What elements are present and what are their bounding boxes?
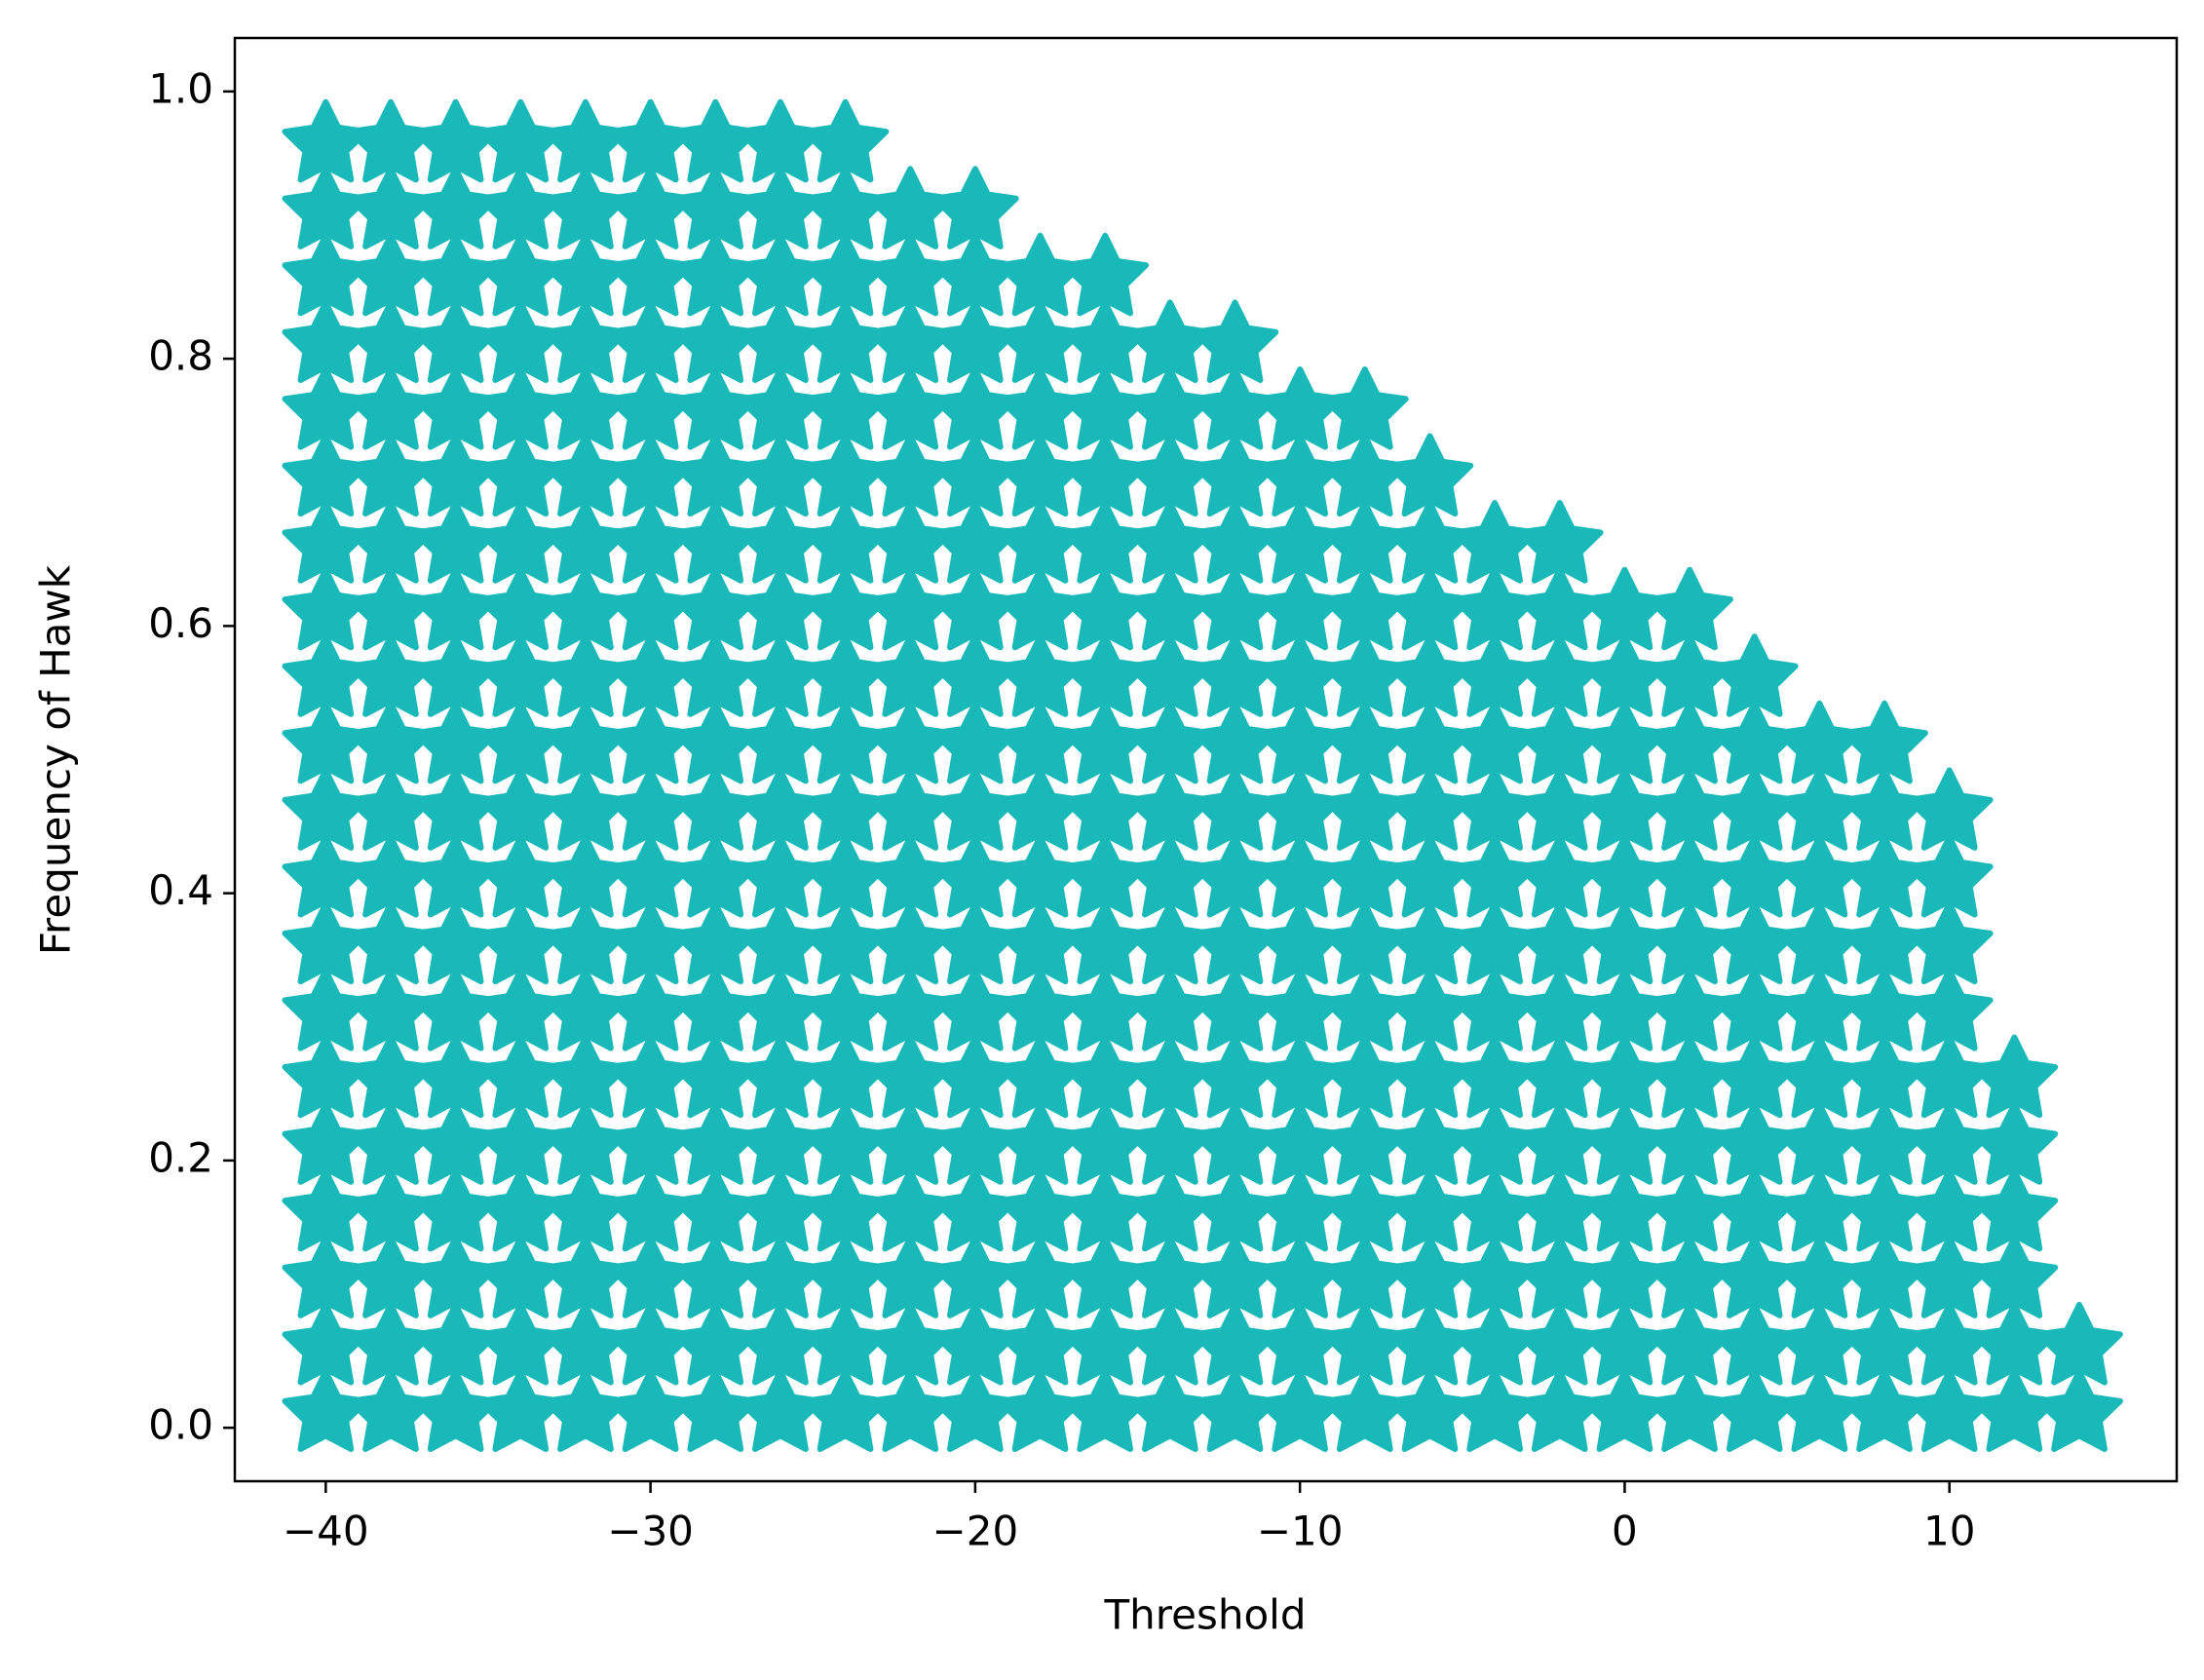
point bbox=[1905, 833, 1994, 918]
y-tick-label: 1.0 bbox=[148, 64, 213, 112]
y-tick-label: 0.2 bbox=[148, 1133, 213, 1181]
y-tick-label: 0.8 bbox=[148, 332, 213, 380]
x-tick-label: −20 bbox=[932, 1508, 1019, 1555]
point bbox=[2035, 1301, 2123, 1386]
axes-frame bbox=[233, 36, 2179, 1483]
point bbox=[2035, 1368, 2123, 1452]
point bbox=[1646, 566, 1733, 651]
point bbox=[1710, 633, 1799, 717]
point bbox=[1905, 900, 1994, 985]
x-axis-label: Threshold bbox=[1104, 1591, 1307, 1639]
point bbox=[1905, 767, 1994, 851]
y-axis-label: Frequency of Hawk bbox=[32, 564, 80, 955]
point bbox=[1970, 1034, 2059, 1119]
y-tick-label: 0.6 bbox=[148, 599, 213, 647]
point bbox=[1970, 1235, 2059, 1318]
point bbox=[1191, 299, 1279, 383]
x-tick-label: −40 bbox=[283, 1508, 369, 1555]
x-tick-label: 0 bbox=[1612, 1508, 1638, 1555]
point bbox=[1061, 232, 1149, 317]
y-tick-label: 0.4 bbox=[148, 866, 213, 914]
y-tick-label: 0.0 bbox=[148, 1401, 213, 1449]
points bbox=[282, 98, 2123, 1452]
point bbox=[1841, 700, 1928, 784]
point bbox=[1515, 500, 1604, 584]
point bbox=[801, 98, 890, 183]
point bbox=[1905, 968, 1994, 1051]
x-tick-label: −10 bbox=[1257, 1508, 1344, 1555]
x-tick-label: −30 bbox=[607, 1508, 694, 1555]
x-tick-label: 10 bbox=[1923, 1508, 1975, 1555]
point bbox=[1386, 433, 1474, 517]
point bbox=[1970, 1101, 2059, 1185]
point bbox=[1970, 1167, 2059, 1252]
point bbox=[931, 166, 1019, 249]
point bbox=[1321, 366, 1409, 450]
